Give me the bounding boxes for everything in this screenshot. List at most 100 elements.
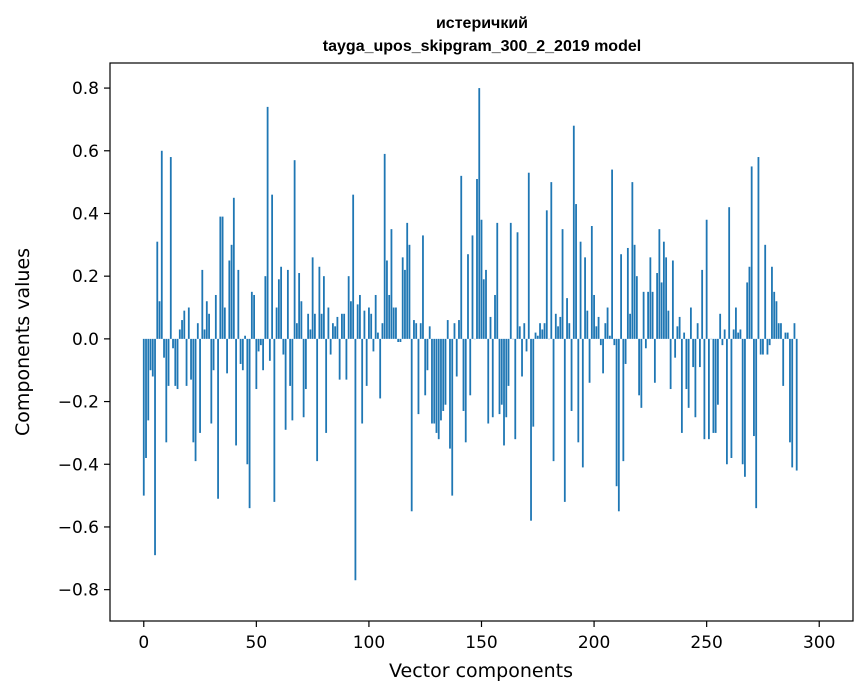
y-tick-label: −0.2 xyxy=(58,393,99,413)
bar-126 xyxy=(426,338,429,371)
bar-47 xyxy=(248,338,251,509)
bar-117 xyxy=(406,222,409,339)
bar-124 xyxy=(422,235,424,339)
bar-237 xyxy=(676,326,679,339)
bar-168 xyxy=(521,338,523,377)
bar-225 xyxy=(649,257,652,339)
bar-206 xyxy=(606,307,609,339)
bar-83 xyxy=(329,338,332,355)
bar-104 xyxy=(377,332,379,339)
bar-158 xyxy=(498,338,501,415)
bar-140 xyxy=(458,320,460,339)
bar-289 xyxy=(793,323,796,339)
bar-5 xyxy=(154,338,156,556)
bar-7 xyxy=(158,301,161,339)
bar-266 xyxy=(741,338,744,465)
bars-group xyxy=(142,88,798,581)
bar-65 xyxy=(289,338,292,386)
bar-111 xyxy=(392,307,395,339)
bar-253 xyxy=(712,338,715,433)
y-tick-label: −0.6 xyxy=(58,518,99,538)
bar-243 xyxy=(689,307,692,339)
y-axis-label: Components values xyxy=(12,248,34,436)
bar-209 xyxy=(613,338,616,346)
bar-149 xyxy=(478,88,481,339)
bar-8 xyxy=(160,150,163,339)
bar-2 xyxy=(147,338,150,421)
bar-188 xyxy=(566,298,568,339)
bar-269 xyxy=(748,266,751,339)
bar-63 xyxy=(284,338,287,430)
bar-145 xyxy=(469,338,472,396)
x-tick-label: 100 xyxy=(353,633,385,653)
bar-193 xyxy=(577,338,580,443)
bar-64 xyxy=(286,269,289,339)
bar-108 xyxy=(386,260,388,339)
bar-151 xyxy=(482,279,485,339)
bar-226 xyxy=(651,291,654,339)
bar-169 xyxy=(523,323,526,339)
bar-210 xyxy=(615,338,618,487)
bar-167 xyxy=(518,326,521,339)
bar-287 xyxy=(789,338,791,443)
bar-200 xyxy=(593,294,595,339)
x-axis-label: Vector components xyxy=(389,660,573,682)
bar-67 xyxy=(293,160,296,339)
bar-230 xyxy=(660,282,663,339)
y-tick-label: −0.4 xyxy=(58,455,99,475)
bar-208 xyxy=(611,169,613,339)
bar-201 xyxy=(595,326,598,339)
bar-26 xyxy=(201,269,204,339)
bar-54 xyxy=(264,276,267,339)
bar-242 xyxy=(687,338,690,408)
bar-160 xyxy=(503,338,505,446)
bar-231 xyxy=(662,241,665,339)
bar-121 xyxy=(415,323,418,339)
bar-80 xyxy=(322,276,325,339)
bar-42 xyxy=(237,269,240,339)
bar-275 xyxy=(762,338,764,355)
bar-195 xyxy=(581,338,584,468)
bar-232 xyxy=(665,257,668,339)
bar-179 xyxy=(545,210,548,339)
bar-146 xyxy=(471,235,474,339)
bar-112 xyxy=(395,307,397,339)
bar-92 xyxy=(350,301,352,339)
bar-31 xyxy=(212,338,215,371)
bar-24 xyxy=(196,323,199,339)
bar-46 xyxy=(246,338,249,465)
bar-204 xyxy=(602,338,604,374)
bar-251 xyxy=(708,338,710,440)
bar-284 xyxy=(782,338,785,386)
bar-138 xyxy=(453,323,456,339)
bar-161 xyxy=(505,338,508,418)
bar-156 xyxy=(494,294,496,339)
bar-250 xyxy=(705,219,708,339)
bar-227 xyxy=(653,338,656,383)
bar-265 xyxy=(739,329,742,339)
bar-125 xyxy=(424,338,427,396)
bar-4 xyxy=(151,338,154,377)
bar-72 xyxy=(304,338,307,390)
bar-271 xyxy=(753,338,755,437)
bar-51 xyxy=(257,338,260,352)
bar-87 xyxy=(338,338,341,380)
bar-153 xyxy=(487,338,490,424)
bar-215 xyxy=(626,247,629,339)
bar-148 xyxy=(476,178,478,339)
bar-20 xyxy=(187,307,190,339)
bar-94 xyxy=(354,338,357,581)
bar-9 xyxy=(163,338,165,358)
x-tick-label: 250 xyxy=(690,633,722,653)
bar-40 xyxy=(232,197,235,339)
y-tick-label: 0.0 xyxy=(72,330,99,350)
bar-101 xyxy=(370,313,373,339)
bar-288 xyxy=(791,338,794,468)
bar-23 xyxy=(194,338,197,462)
bar-187 xyxy=(563,338,566,502)
bar-239 xyxy=(680,338,683,433)
bar-229 xyxy=(658,229,661,339)
bar-134 xyxy=(444,338,447,405)
bar-115 xyxy=(401,257,404,339)
bar-0 xyxy=(142,338,145,496)
